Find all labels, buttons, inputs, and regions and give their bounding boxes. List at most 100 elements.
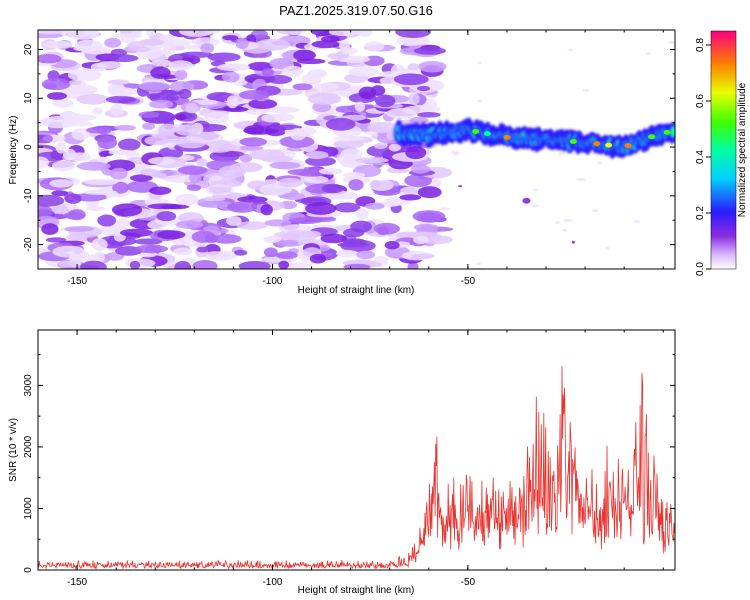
colorbar-tick-label: 0.0	[695, 262, 706, 276]
noise-blob	[292, 83, 313, 91]
noise-blob	[86, 127, 108, 134]
noise-blob	[64, 193, 82, 204]
noise-blob	[173, 247, 193, 256]
noise-blob	[440, 207, 450, 211]
signal-peak	[624, 143, 632, 149]
noise-blob	[354, 101, 366, 112]
noise-blob	[38, 54, 62, 64]
noise-blob	[366, 145, 395, 158]
noise-blob	[333, 136, 365, 142]
noise-blob	[84, 179, 119, 186]
noise-blob	[367, 122, 400, 134]
noise-blob	[90, 62, 107, 72]
noise-blob	[417, 112, 441, 118]
noise-blob	[106, 159, 136, 172]
noise-blob	[268, 124, 303, 130]
noise-blob	[118, 138, 141, 151]
noise-blob	[239, 90, 270, 100]
noise-blob	[83, 189, 118, 195]
noise-blob	[399, 194, 422, 201]
noise-blob	[374, 94, 396, 108]
noise-blob	[240, 145, 264, 151]
noise-blob	[124, 258, 156, 268]
noise-blob	[205, 184, 234, 196]
noise-blob	[305, 151, 329, 159]
noise-blob	[131, 30, 143, 39]
signal-echo	[458, 185, 463, 188]
noise-blob	[287, 169, 318, 176]
noise-blob	[158, 147, 184, 159]
noise-blob	[97, 214, 117, 227]
snr-frame	[37, 329, 676, 571]
noise-blob	[209, 150, 240, 162]
signal-echo	[522, 197, 531, 204]
noise-blob	[63, 212, 85, 220]
noise-blob	[211, 234, 242, 244]
noise-blob	[138, 111, 160, 119]
noise-blob	[178, 88, 192, 99]
noise-blob	[303, 175, 329, 184]
noise-blob	[275, 251, 298, 260]
snr-axes: -150 -100 -50 0 1000 2000 3000	[23, 330, 675, 588]
noise-blob	[417, 85, 431, 92]
noise-blob	[175, 193, 199, 206]
noise-blob	[239, 137, 268, 147]
noise-blob	[413, 47, 447, 55]
noise-blob	[226, 95, 239, 109]
noise-blob	[250, 30, 268, 39]
noise-blob	[604, 246, 610, 250]
noise-blob	[335, 105, 359, 114]
noise-blob	[342, 172, 366, 179]
noise-blob	[166, 93, 180, 102]
noise-blob	[293, 49, 316, 62]
noise-blob	[200, 43, 215, 54]
noise-blob	[76, 161, 111, 171]
noise-blob	[216, 63, 250, 72]
noise-blob	[342, 238, 367, 246]
noise-blob	[67, 68, 102, 82]
y-tick-label: 10	[23, 92, 34, 104]
noise-blob	[175, 114, 187, 121]
noise-blob	[129, 260, 141, 269]
noise-blob	[557, 152, 565, 156]
noise-blob	[236, 221, 268, 230]
noise-blob	[582, 88, 590, 92]
noise-blob	[239, 153, 252, 163]
y-tick-label: 3000	[23, 374, 34, 397]
colorbar-tick-label: 0.2	[695, 206, 706, 220]
noise-blob	[45, 237, 67, 243]
noise-blob	[145, 30, 157, 37]
noise-blob	[450, 150, 460, 154]
spectrogram-xlabel: Height of straight line (km)	[298, 285, 415, 296]
noise-blob	[411, 253, 435, 259]
noise-blob	[339, 40, 350, 51]
noise-blob	[409, 116, 429, 124]
snr-line	[38, 366, 675, 570]
noise-blob	[191, 230, 216, 243]
noise-blob	[196, 158, 208, 167]
noise-blob	[51, 99, 74, 108]
noise-blob	[59, 110, 77, 120]
noise-blob	[105, 95, 136, 104]
noise-blob	[111, 203, 143, 217]
noise-blob	[38, 194, 65, 207]
noise-blob	[63, 148, 77, 161]
noise-blob	[174, 69, 188, 81]
noise-blob	[305, 156, 336, 167]
noise-blob	[364, 41, 384, 52]
noise-blob	[52, 245, 86, 258]
noise-blob	[159, 38, 192, 47]
x-tick-label: -100	[262, 577, 282, 588]
y-tick-label: 0	[23, 567, 34, 573]
noise-blob	[646, 52, 651, 56]
noise-blob	[321, 35, 340, 43]
noise-blob	[276, 30, 297, 35]
snr-panel: -150 -100 -50 0 1000 2000 3000 Height of strai…	[8, 329, 676, 596]
noise-blob	[278, 177, 303, 188]
noise-blob	[67, 84, 98, 96]
noise-blob	[43, 40, 73, 49]
signal-peak	[569, 139, 577, 144]
noise-blob	[109, 54, 139, 62]
noise-blob	[307, 69, 328, 79]
